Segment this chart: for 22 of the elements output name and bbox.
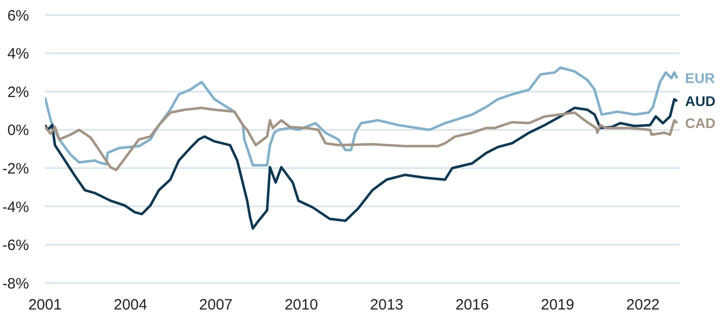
- line-series: [45, 66, 678, 167]
- y-tick-label: 2%: [7, 84, 29, 101]
- x-tick-label: 2016: [455, 296, 489, 314]
- series-label: CAD: [685, 115, 716, 132]
- x-tick-label: 2013: [370, 296, 404, 314]
- x-tick-label: 2019: [540, 296, 574, 314]
- series-label: EUR: [685, 70, 715, 86]
- x-tick-label: 2007: [199, 296, 233, 314]
- x-tick-label: 2004: [114, 296, 148, 314]
- y-tick-label: 0%: [7, 122, 29, 140]
- line-series: [45, 106, 678, 172]
- y-tick-label: -4%: [2, 198, 29, 216]
- x-tick-label: 2010: [284, 296, 318, 314]
- y-tick-label: -8%: [2, 275, 29, 292]
- x-tick-label: 2001: [28, 296, 62, 314]
- y-tick-label: 4%: [7, 46, 29, 63]
- line-series: [45, 98, 678, 230]
- y-tick-label: -6%: [2, 237, 29, 254]
- y-tick-label: 6%: [7, 7, 29, 24]
- x-tick-label: 2022: [626, 296, 660, 314]
- y-tick-label: -2%: [2, 160, 29, 178]
- series-label: AUD: [685, 93, 716, 110]
